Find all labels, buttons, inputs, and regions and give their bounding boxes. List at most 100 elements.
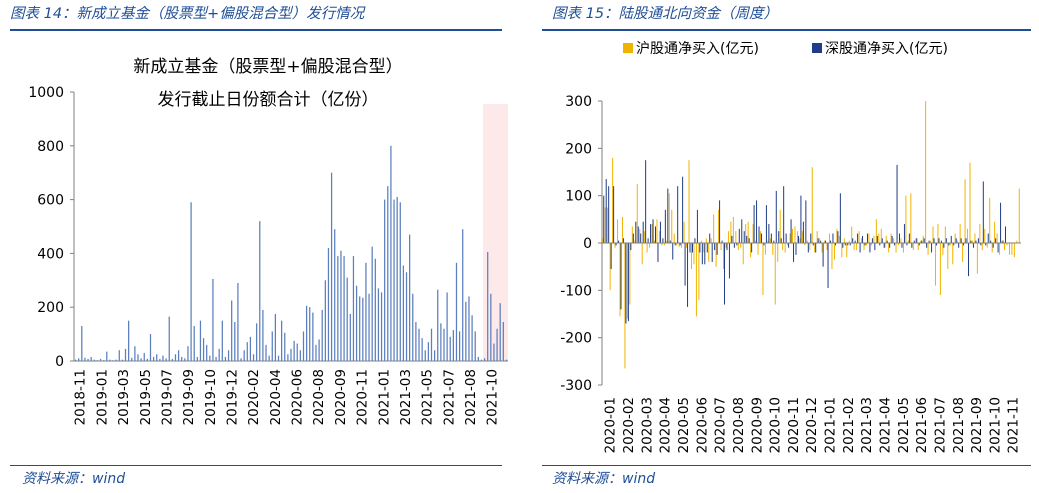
bar: [876, 235, 878, 243]
bar: [131, 357, 133, 361]
y-tick-label: -100: [560, 283, 592, 299]
bar: [483, 358, 486, 361]
bar: [618, 240, 620, 243]
bar: [787, 243, 789, 246]
bar: [730, 221, 732, 243]
bar: [302, 331, 305, 361]
bar: [759, 231, 761, 243]
bar: [620, 243, 622, 310]
bar: [806, 240, 808, 243]
bar: [933, 238, 935, 243]
bar: [687, 243, 689, 307]
bar: [826, 243, 828, 251]
bar: [678, 243, 680, 247]
x-tick-label: 2020-08: [731, 397, 747, 453]
x-tick-label: 2020-07: [713, 397, 729, 453]
bar: [928, 240, 930, 243]
x-tick-label: 2020-04: [658, 397, 674, 453]
bar: [895, 243, 897, 253]
left-chart: 0 200 400 600 800 1000 2018-11 2019-01 2019-03 20…: [28, 57, 508, 425]
bar: [926, 243, 928, 248]
bar: [731, 235, 733, 243]
bar: [981, 243, 983, 251]
y-tick-label: 0: [55, 354, 64, 370]
bar: [716, 243, 718, 255]
bar: [622, 238, 624, 243]
highlight-region: [483, 104, 508, 361]
bar: [861, 238, 863, 243]
bar: [676, 243, 678, 246]
bar: [953, 243, 955, 246]
bar: [321, 309, 323, 361]
bar: [315, 344, 317, 361]
bar: [789, 233, 791, 243]
bar: [713, 214, 715, 243]
bar: [1001, 240, 1003, 243]
bar: [1002, 240, 1004, 243]
bar: [639, 228, 641, 243]
x-tick-label: 2020-02: [246, 369, 262, 425]
bar: [274, 313, 277, 361]
x-tick-label: 2021-08: [463, 369, 479, 425]
bar: [959, 224, 961, 243]
x-tick-label: 2021-11: [1006, 397, 1022, 453]
bar: [827, 243, 829, 288]
bar: [502, 321, 504, 361]
bar: [630, 243, 632, 251]
bar: [970, 240, 972, 243]
bar: [659, 221, 661, 243]
bar: [624, 243, 626, 369]
bar: [862, 235, 864, 243]
bar: [693, 243, 695, 265]
bar: [975, 240, 977, 243]
bar: [87, 358, 89, 361]
x-tick-label: 2018-11: [73, 369, 89, 425]
x-tick-label: 2020-09: [333, 369, 349, 425]
bar: [458, 331, 461, 361]
bar: [745, 224, 747, 243]
bar: [287, 354, 289, 361]
right-source: 资料来源：wind: [552, 471, 656, 487]
bar: [711, 243, 713, 262]
y-tick-label: 1000: [28, 85, 64, 101]
bar: [885, 235, 887, 243]
bar: [694, 238, 696, 243]
bar: [782, 243, 784, 251]
x-tick-label: 2020-09: [749, 397, 765, 453]
bar: [733, 243, 735, 248]
bar: [424, 350, 426, 361]
bar: [156, 354, 158, 361]
bar: [642, 221, 644, 243]
bar: [863, 243, 865, 251]
bar: [868, 233, 870, 243]
bar: [844, 243, 846, 246]
bar: [212, 278, 214, 361]
bar: [137, 354, 139, 361]
bar: [284, 332, 286, 361]
x-tick-label: 2019-03: [116, 369, 132, 425]
bar: [804, 243, 806, 246]
bar: [825, 240, 827, 243]
bar: [750, 243, 752, 258]
bar: [334, 229, 336, 361]
bar: [682, 176, 684, 243]
bar: [757, 243, 759, 255]
bar: [615, 243, 617, 246]
bar: [96, 360, 99, 361]
bar: [893, 238, 895, 243]
chart-title-line2: 发行截止日份额合计（亿份）: [158, 90, 379, 110]
bar: [772, 243, 774, 255]
bar: [948, 243, 950, 246]
bar: [324, 280, 326, 361]
bar: [979, 224, 981, 243]
bar: [903, 224, 905, 243]
bar: [802, 221, 804, 243]
bar: [792, 228, 794, 243]
bar: [809, 243, 811, 251]
bar: [631, 226, 633, 243]
bar: [765, 205, 767, 243]
bar: [816, 231, 818, 243]
bar: [112, 360, 114, 361]
bar: [853, 243, 855, 251]
bar: [756, 200, 758, 243]
